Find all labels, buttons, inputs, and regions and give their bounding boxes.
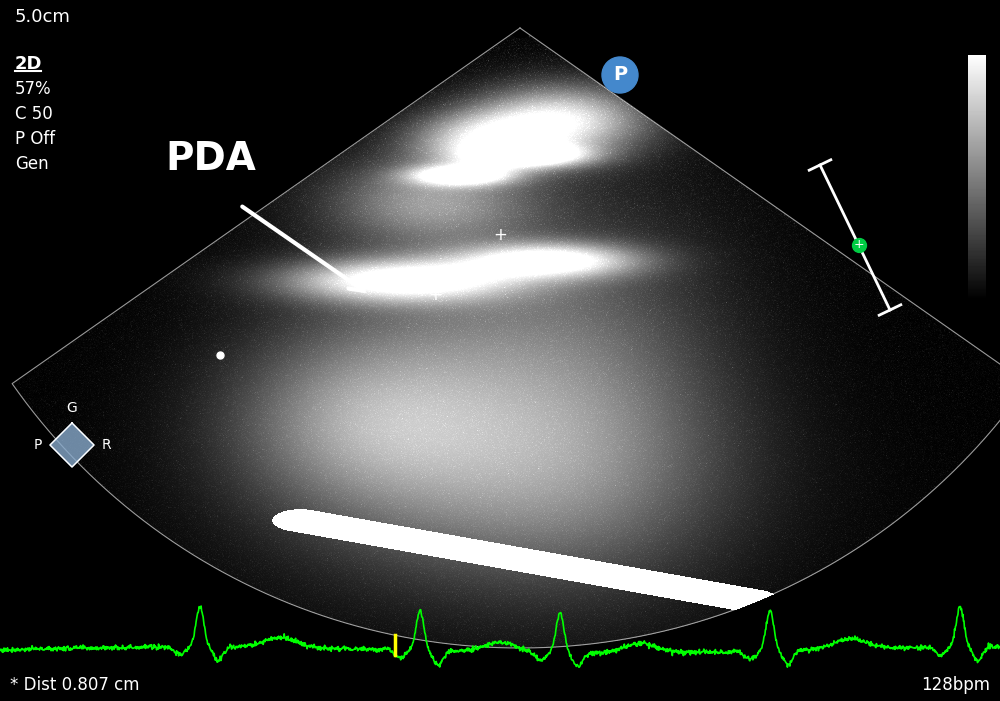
Text: C 50: C 50 [15, 105, 53, 123]
Text: P: P [613, 65, 627, 85]
Text: +: + [428, 286, 442, 304]
Text: G: G [67, 401, 77, 415]
Text: +: + [493, 226, 507, 244]
Text: +: + [853, 238, 864, 251]
Text: 2D: 2D [15, 55, 42, 73]
Text: P Off: P Off [15, 130, 55, 148]
Text: R: R [102, 438, 112, 452]
Text: 5.0cm: 5.0cm [15, 8, 71, 26]
Text: P: P [34, 438, 42, 452]
Text: PDA: PDA [165, 140, 256, 178]
Text: * Dist 0.807 cm: * Dist 0.807 cm [10, 676, 140, 694]
Text: 57%: 57% [15, 80, 52, 98]
Text: 128bpm: 128bpm [921, 676, 990, 694]
Polygon shape [50, 423, 94, 467]
Text: Gen: Gen [15, 155, 49, 173]
Circle shape [602, 57, 638, 93]
